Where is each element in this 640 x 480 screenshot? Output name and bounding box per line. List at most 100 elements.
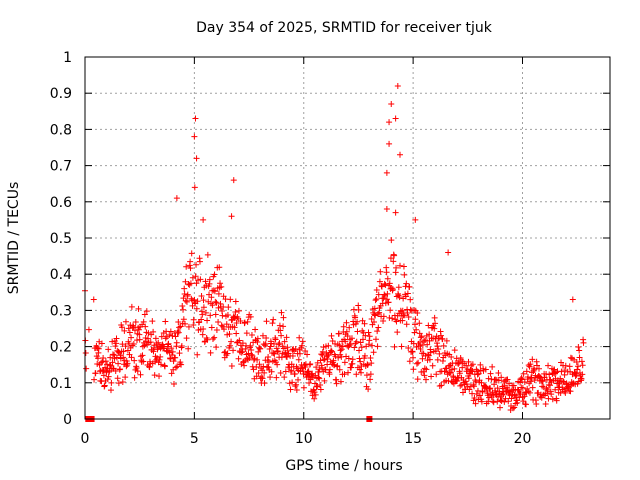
- data-point: [200, 304, 207, 311]
- data-point: [367, 376, 374, 383]
- data-point: [502, 395, 509, 402]
- data-point: [233, 320, 240, 327]
- data-point: [558, 359, 565, 366]
- data-point: [172, 364, 179, 371]
- data-point: [90, 296, 97, 303]
- data-point: [569, 296, 576, 303]
- data-point: [544, 386, 551, 393]
- data-point: [366, 333, 373, 340]
- data-point: [369, 342, 376, 349]
- data-point: [141, 342, 148, 349]
- data-point: [132, 318, 139, 325]
- data-point: [124, 360, 131, 367]
- data-point: [346, 342, 353, 349]
- data-point: [133, 337, 140, 344]
- data-point: [180, 316, 187, 323]
- data-point: [501, 398, 508, 405]
- data-point: [381, 280, 388, 287]
- data-point: [223, 321, 230, 328]
- data-point: [576, 354, 583, 361]
- data-point: [567, 388, 574, 395]
- data-point: [284, 347, 291, 354]
- data-point: [185, 323, 192, 330]
- data-point: [216, 264, 223, 271]
- data-point: [121, 327, 128, 334]
- data-point: [495, 377, 502, 384]
- data-point: [404, 290, 411, 297]
- data-point: [122, 374, 129, 381]
- data-point: [265, 359, 272, 366]
- data-point: [208, 324, 215, 331]
- data-point: [375, 324, 382, 331]
- data-point: [135, 305, 142, 312]
- data-point: [272, 336, 279, 343]
- data-point: [575, 343, 582, 350]
- data-point: [574, 363, 581, 370]
- data-point: [365, 329, 372, 336]
- data-point: [368, 316, 375, 323]
- data-point: [252, 326, 259, 333]
- data-point: [400, 263, 407, 270]
- data-point: [487, 370, 494, 377]
- data-point: [109, 359, 116, 366]
- data-point: [404, 309, 411, 316]
- data-point: [384, 290, 391, 297]
- x-tick-label: 15: [404, 431, 422, 447]
- data-point: [277, 369, 284, 376]
- data-point: [253, 373, 260, 380]
- data-point: [122, 343, 129, 350]
- data-point: [317, 386, 324, 393]
- data-point: [387, 255, 394, 262]
- y-tick-labels: 0 0.1 0.2 0.3 0.4 0.5 0.6 0.7 0.8 0.9 1: [50, 50, 72, 428]
- data-point: [474, 371, 481, 378]
- data-point: [230, 177, 237, 184]
- data-point: [321, 377, 328, 384]
- data-point: [200, 326, 207, 333]
- data-point: [357, 339, 364, 346]
- data-point: [183, 298, 190, 305]
- data-point: [456, 370, 463, 377]
- data-point: [361, 320, 368, 327]
- data-point: [305, 368, 312, 375]
- data-point: [198, 316, 205, 323]
- data-point: [114, 375, 121, 382]
- data-point: [226, 330, 233, 337]
- data-point: [292, 383, 299, 390]
- data-point: [217, 280, 224, 287]
- y-tick-label: 0.8: [50, 122, 72, 138]
- chart-title: Day 354 of 2025, SRMTID for receiver tju…: [196, 20, 493, 36]
- data-point: [191, 184, 198, 191]
- data-point: [422, 336, 429, 343]
- data-point: [283, 334, 290, 341]
- data-point: [264, 363, 271, 370]
- data-point: [178, 361, 185, 368]
- data-point: [281, 338, 288, 345]
- data-point: [319, 364, 326, 371]
- data-point: [355, 306, 362, 313]
- data-point: [168, 345, 175, 352]
- data-point: [399, 307, 406, 314]
- data-point: [161, 363, 168, 370]
- data-point: [255, 348, 262, 355]
- data-point: [119, 341, 126, 348]
- data-point: [278, 332, 285, 339]
- data-point: [343, 328, 350, 335]
- y-axis-label: SRMTID / TECUs: [6, 182, 22, 295]
- data-point: [383, 169, 390, 176]
- data-point: [359, 336, 366, 343]
- data-point: [235, 355, 242, 362]
- data-point: [398, 343, 405, 350]
- data-point: [380, 317, 387, 324]
- data-point: [191, 133, 198, 140]
- data-point: [100, 372, 107, 379]
- data-point: [498, 374, 505, 381]
- data-point: [419, 355, 426, 362]
- data-point: [196, 258, 203, 265]
- data-point: [239, 340, 246, 347]
- data-point: [115, 380, 122, 387]
- data-point: [258, 374, 265, 381]
- data-point: [415, 359, 422, 366]
- data-point: [168, 370, 175, 377]
- data-point: [267, 374, 274, 381]
- data-point: [130, 323, 137, 330]
